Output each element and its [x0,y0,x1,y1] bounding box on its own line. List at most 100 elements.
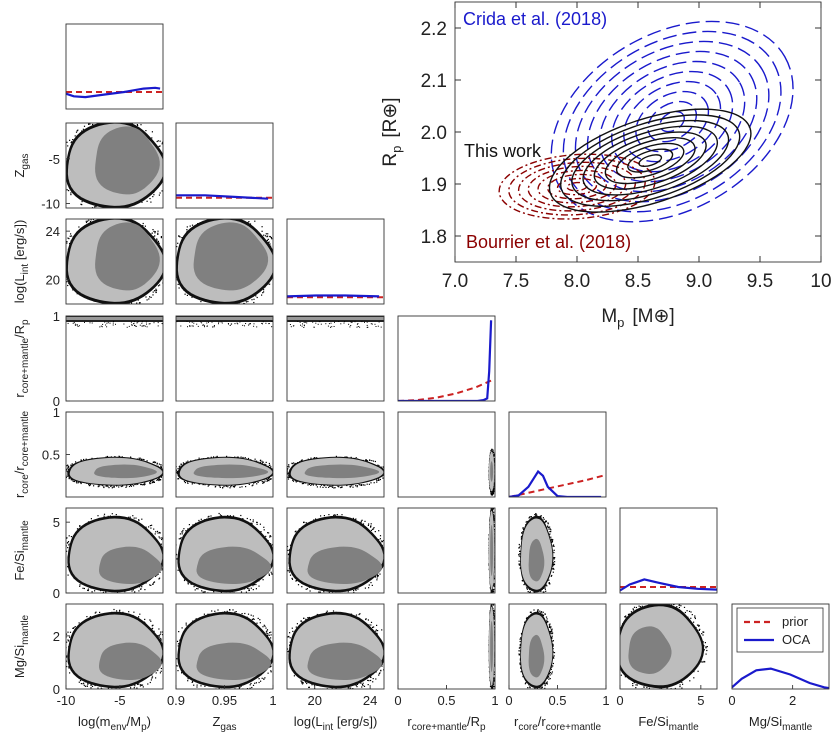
panel-frame [65,218,164,305]
x-tick-label: 24 [363,693,377,708]
mr-y-tick: 2.2 [421,19,447,40]
panel-3-1 [175,315,274,402]
posterior-curve-0 [66,86,161,99]
panel-frame [397,603,496,690]
panel-frame [286,218,385,305]
panel-5-1 [175,507,274,594]
y-tick-label: 5 [53,515,60,530]
posterior-curve-3 [398,320,493,401]
panel-frame [175,411,274,498]
y-tick-label: 0 [53,394,60,409]
panel-3-3 [397,315,496,402]
x-tick-label: 0 [728,693,735,708]
y-tick-label: 0.5 [42,448,60,463]
contour-crida [623,80,722,163]
x-axis-label-1: Zgas [212,714,236,733]
panel-frame [65,23,164,110]
x-axis-label-6: Mg/Simantle [749,714,813,733]
contour-this [627,148,674,173]
posterior-curve-5 [620,578,717,592]
x-tick-label: 1 [602,693,609,708]
contour-crida [550,20,794,223]
panel-6-1: 0.9 0.95 1 [167,603,277,708]
mass-radius-panel: 7.0 7.5 8.0 8.5 9.0 9.5 10 1.8 1.9 2.0 2.1 2.2 Mp [M⊕… [380,1,831,330]
y-axis-label-6: Mg/Simantle [12,614,31,678]
label-crida: Crida et al. (2018) [463,9,607,29]
contour-this [593,131,707,190]
panel-5-3 [397,507,496,594]
panel-4-1 [175,411,274,498]
contour-bourrier [556,177,598,196]
x-tick-label: 0.5 [548,693,566,708]
y-tick-label: 24 [46,224,60,239]
x-tick-label: 0.95 [212,693,237,708]
panel-frame [286,603,385,690]
panel-frame [286,411,385,498]
panel-frame [286,507,385,594]
mr-frame [454,1,822,263]
mr-x-tick: 8.5 [625,271,651,292]
x-axis-label-5: Fe/Simantle [638,714,699,733]
legend: prior OCA [736,607,824,653]
contour-crida [611,70,734,173]
mr-x-tick: 10 [810,271,831,292]
y-axis-label-3: rcore+mantle/Rp [12,319,31,398]
panel-4-4 [508,411,607,498]
panel-2-0: 24 20 [46,218,164,305]
panel-frame [65,603,164,690]
panel-6-0: -10 -5 2 0 [53,603,164,708]
panel-4-2 [286,411,385,498]
y-tick-label: 0 [53,682,60,697]
panel-5-4 [508,507,607,594]
mr-y-tick: 1.8 [421,227,447,248]
panel-frame [619,507,718,594]
x-tick-label: 1 [269,693,276,708]
prior-curve-4 [509,473,606,497]
y-axis-label-2: log(Lint [erg/s]) [12,220,31,304]
label-bourrier: Bourrier et al. (2018) [466,232,631,252]
posterior-curve-2 [287,294,380,298]
mr-y-tick: 2.1 [421,71,447,92]
y-tick-label: 20 [46,273,60,288]
panel-2-2 [286,218,385,305]
label-this-work: This work [464,141,542,161]
panel-frame [175,122,274,209]
panel-frame [286,315,385,402]
panel-frame [175,507,274,594]
panel-1-0: -5 -10 [41,122,164,212]
contour-this [638,154,663,168]
panel-6-2: 20 24 [286,603,385,708]
panel-6-3: 0 0.5 1 [394,603,499,708]
panel-5-5 [619,507,718,594]
x-tick-label: 0.9 [167,693,185,708]
y-tick-label: -10 [41,197,60,212]
panel-frame [175,315,274,402]
contour-crida [562,30,782,213]
x-axis-label-0: log(menv/Mp) [78,714,151,733]
mr-x-tick: 8.0 [564,271,590,292]
panel-frame [397,411,496,498]
prior-curve-3 [398,379,492,401]
x-tick-label: 5 [697,693,704,708]
contour-this [615,142,685,179]
contour-this [604,136,696,185]
panel-4-0: 10.5 [42,405,164,498]
legend-label: OCA [782,632,811,647]
x-tick-label: -5 [114,693,126,708]
panel-3-0: 10 [53,309,164,409]
x-tick-label: 0 [394,693,401,708]
contour-this [560,114,741,208]
x-tick-label: 2 [789,693,796,708]
x-axis-label-3: rcore+mantle/Rp [407,714,486,733]
x-tick-label: 0 [616,693,623,708]
mr-y-label: Rp[R⊕] [380,97,404,166]
panel-frame [731,603,830,690]
y-axis-label-1: Zgas [12,153,31,177]
contour-bourrier [566,181,588,192]
contour-crida [635,90,710,153]
contour-this [582,125,719,196]
y-axis-label-5: Fe/Simantle [12,520,31,581]
